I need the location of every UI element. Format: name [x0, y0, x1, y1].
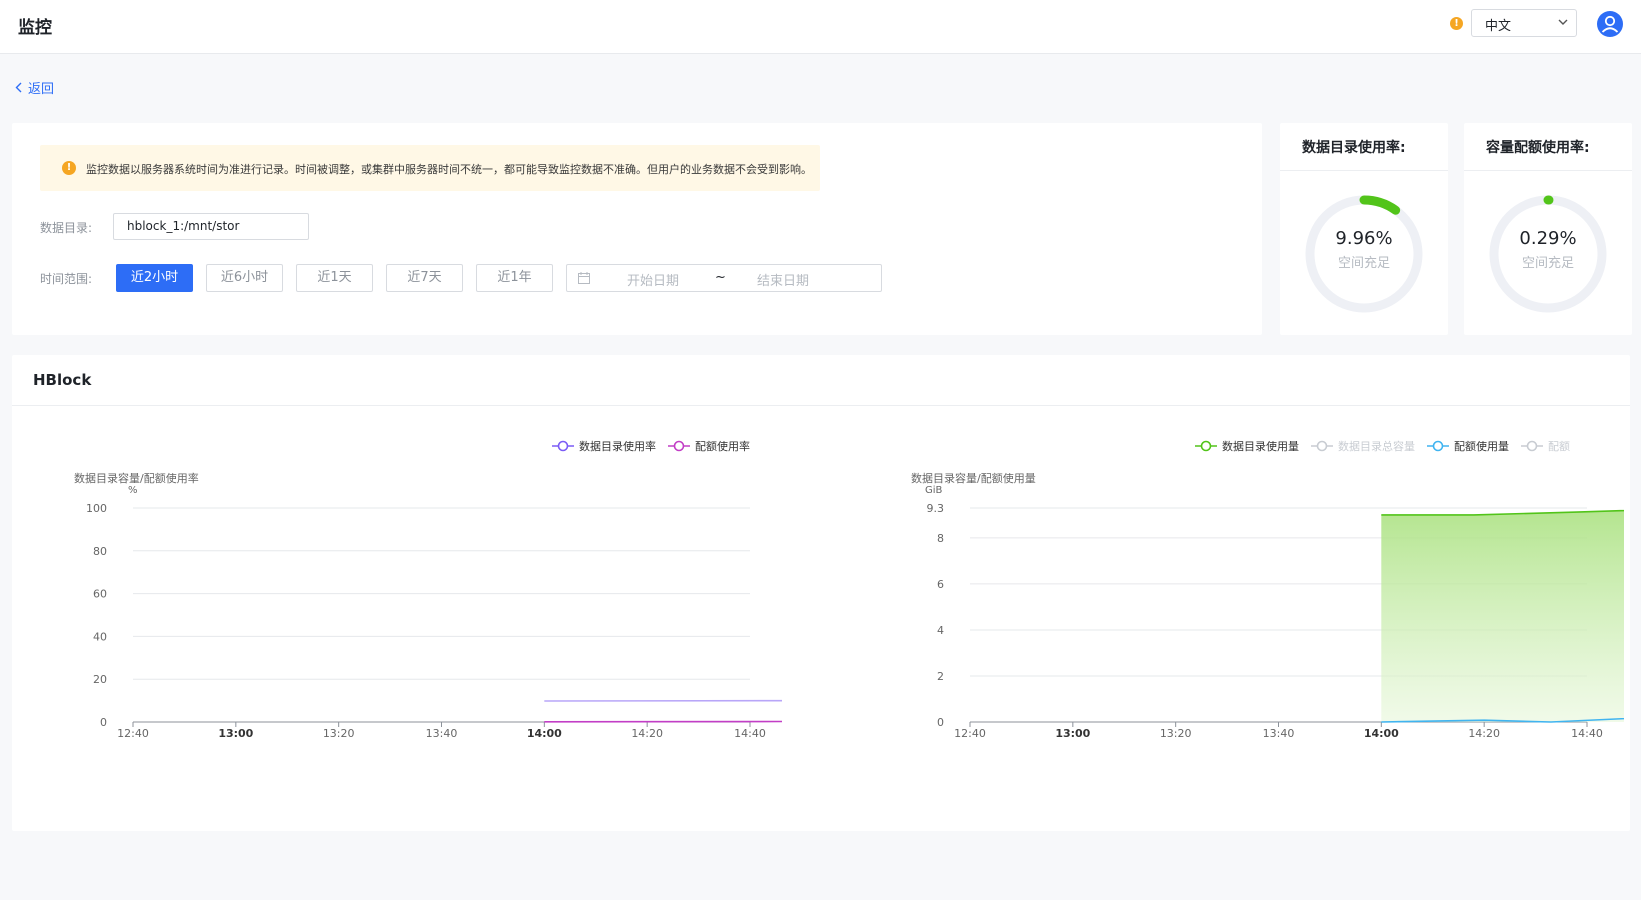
- legend-marker: [1200, 440, 1212, 452]
- legend-label: 配额使用率: [695, 439, 750, 453]
- x-tick-label: 14:40: [1571, 727, 1603, 740]
- y-tick-label: 20: [93, 673, 107, 686]
- directory-select[interactable]: hblock_1:/mnt/stor: [113, 213, 309, 240]
- warning-icon: !: [62, 161, 76, 175]
- y-tick-label: 60: [93, 588, 107, 601]
- y-tick-label: 100: [86, 502, 107, 515]
- gauge-status: 空间充足: [1337, 256, 1390, 271]
- time-range-button[interactable]: 近7天: [386, 264, 463, 292]
- legend-label: 配额: [1548, 440, 1570, 453]
- x-tick-label: 13:20: [1160, 727, 1192, 740]
- series-area: [1381, 510, 1624, 722]
- exclamation-icon[interactable]: !: [1450, 17, 1463, 30]
- y-tick-label: 0: [937, 716, 944, 729]
- back-link[interactable]: 返回: [15, 78, 54, 97]
- data-dir-usage-gauge: [1305, 195, 1423, 313]
- x-tick-label: 12:40: [954, 727, 986, 740]
- calendar-icon: [578, 272, 590, 284]
- filter-panel: ! 监控数据以服务器系统时间为准进行记录。时间被调整，或集群中服务器时间不统一，…: [12, 123, 1262, 335]
- y-tick-label: 80: [93, 545, 107, 558]
- time-range-button[interactable]: 近6小时: [206, 264, 283, 292]
- time-range-button[interactable]: 近2小时: [116, 264, 193, 292]
- x-tick-label: 12:40: [117, 727, 149, 740]
- x-tick-label: 14:40: [734, 727, 766, 740]
- legend-label: 数据目录使用量: [1222, 439, 1299, 453]
- section-divider: [12, 405, 1630, 406]
- gauge-title: 容量配额使用率:: [1464, 123, 1632, 171]
- user-icon[interactable]: [1596, 10, 1624, 38]
- back-label: 返回: [28, 82, 55, 97]
- x-tick-label: 13:20: [323, 727, 355, 740]
- y-axis-unit: GiB: [925, 485, 943, 496]
- usage-rate-chart: 数据目录容量/配额使用率% 100 80 60 40 20 0 12:40 13:00 13:20…: [74, 439, 782, 740]
- data-dir-usage-card: 数据目录使用率: 9.96% 空间充足: [1280, 123, 1448, 335]
- date-separator: ~: [715, 270, 726, 285]
- legend-marker: [557, 440, 569, 452]
- y-tick-label: 0: [100, 716, 107, 729]
- legend-marker: [1432, 440, 1444, 452]
- end-date-input[interactable]: 结束日期: [757, 274, 810, 289]
- gauge-percent: 0.29%: [1519, 228, 1577, 249]
- chart-title: 数据目录容量/配额使用量: [911, 471, 1036, 485]
- hblock-section: HBlock 数据目录容量/配额使用率% 100 80 60 40 20 0 12:40 13:…: [12, 355, 1630, 831]
- series-line: [1381, 717, 1624, 723]
- chart-title: 数据目录容量/配额使用率: [74, 471, 199, 485]
- start-date-input[interactable]: 开始日期: [627, 274, 680, 289]
- x-tick-label: 14:20: [631, 727, 663, 740]
- chevron-down-icon: [1558, 19, 1568, 25]
- gauge-title: 数据目录使用率:: [1280, 123, 1448, 171]
- x-tick-label: 14:20: [1468, 727, 1500, 740]
- directory-label: 数据目录:: [40, 221, 93, 235]
- gauge-percent: 9.96%: [1335, 228, 1393, 249]
- x-tick-label: 13:40: [1263, 727, 1295, 740]
- y-tick-label: 8: [937, 532, 944, 545]
- legend-label: 数据目录总容量: [1338, 439, 1415, 453]
- legend-marker: [1526, 440, 1538, 452]
- x-tick-label: 13:00: [1055, 727, 1090, 740]
- y-tick-label: 6: [937, 578, 944, 591]
- time-range-label: 时间范围:: [40, 272, 93, 286]
- legend-label: 数据目录使用率: [579, 439, 656, 453]
- y-tick-label: 2: [937, 670, 944, 683]
- language-select[interactable]: 中文: [1471, 9, 1577, 37]
- quota-usage-card: 容量配额使用率: 0.29% 空间充足: [1464, 123, 1632, 335]
- page-title: 监控: [18, 18, 52, 38]
- series-line: [1381, 509, 1624, 516]
- notice-alert: ! 监控数据以服务器系统时间为准进行记录。时间被调整，或集群中服务器时间不统一，…: [40, 145, 820, 191]
- x-tick-label: 13:40: [426, 727, 458, 740]
- legend-label: 配额使用量: [1454, 440, 1509, 453]
- y-tick-label: 40: [93, 630, 107, 643]
- x-tick-label: 14:00: [1364, 727, 1399, 740]
- gauge-status: 空间充足: [1521, 256, 1574, 271]
- x-tick-label: 14:00: [527, 727, 562, 740]
- y-tick-label: 4: [937, 624, 944, 637]
- date-range-picker[interactable]: 开始日期 ~ 结束日期: [566, 264, 882, 292]
- notice-text: 监控数据以服务器系统时间为准进行记录。时间被调整，或集群中服务器时间不统一，都可…: [86, 163, 812, 176]
- time-range-button[interactable]: 近1年: [476, 264, 553, 292]
- language-value: 中文: [1485, 19, 1512, 34]
- x-tick-label: 13:00: [218, 727, 253, 740]
- y-tick-label: 9.3: [927, 502, 945, 515]
- top-bar: 监控 ! 中文: [0, 0, 1641, 54]
- quota-usage-gauge: [1489, 195, 1607, 313]
- time-range-button[interactable]: 近1天: [296, 264, 373, 292]
- y-axis-unit: %: [128, 485, 138, 496]
- legend-marker: [1316, 440, 1328, 452]
- section-title: HBlock: [33, 371, 92, 389]
- legend-marker: [673, 440, 685, 452]
- chevron-left-icon: [15, 82, 22, 93]
